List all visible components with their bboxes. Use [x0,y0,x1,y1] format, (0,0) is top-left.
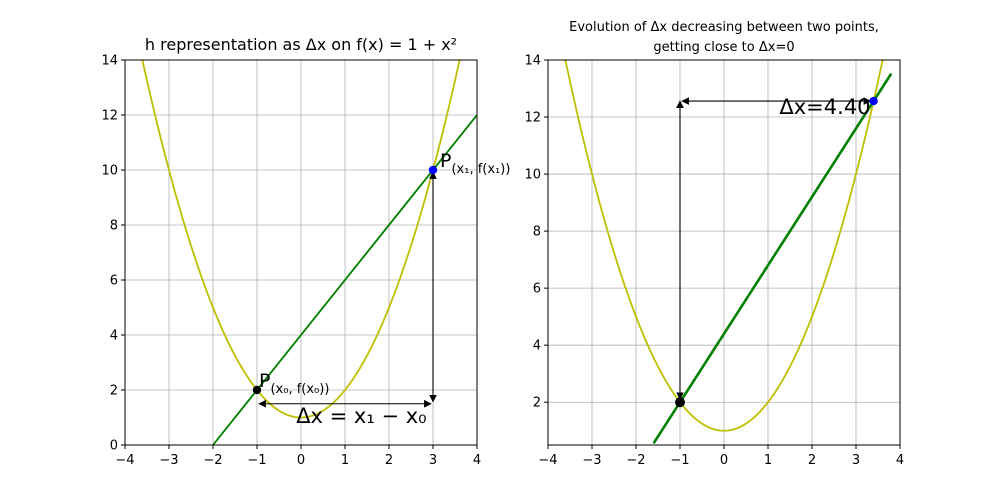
left-arrows [258,171,437,408]
y-tick-label: 8 [533,225,541,240]
x-tick-label: 0 [297,453,305,468]
right-arrows [676,97,872,400]
left-point-0-letter: P [259,370,270,392]
secant-line [652,72,893,444]
x-tick-label: 3 [429,453,437,468]
left-x-ticks: −4 −3 −2 −1 0 1 2 3 4 [115,445,481,468]
y-tick-label: 4 [533,339,541,354]
x-tick-label: 3 [852,453,860,468]
x-tick-label: 1 [764,453,772,468]
y-tick-label: 10 [101,164,118,179]
x-tick-label: 2 [385,453,393,468]
y-tick-label: 8 [110,219,118,234]
x-tick-label: −3 [582,453,601,468]
point-marker-0 [252,385,262,395]
x-tick-label: −2 [203,453,222,468]
y-tick-label: 6 [110,274,118,289]
y-tick-label: 14 [101,54,118,69]
x-tick-label: 1 [341,453,349,468]
right-x-ticks: −4 −3 −2 −1 0 1 2 3 4 [538,445,904,468]
left-point-0-subscript: (x₀, f(x₀)) [270,382,329,397]
x-tick-label: −3 [159,453,178,468]
left-chart-title: h representation as Δx on f(x) = 1 + x² [145,35,457,54]
left-y-ticks: 0 2 4 6 8 10 12 14 [101,54,125,454]
right-delta-x-annotation: Δx=4.40 [779,95,870,119]
x-tick-label: 0 [720,453,728,468]
y-tick-label: 0 [110,439,118,454]
left-point-1-letter: P [440,150,451,172]
left-point-0-label: P(x₀, f(x₀)) [259,370,329,397]
x-tick-label: 4 [473,453,481,468]
x-tick-label: −2 [626,453,645,468]
right-y-ticks: 2 4 6 8 10 12 14 [524,54,548,411]
y-tick-label: 4 [110,329,118,344]
x-tick-label: 4 [896,453,904,468]
x-tick-label: −1 [247,453,266,468]
x-tick-label: 2 [808,453,816,468]
right-curves [564,60,893,444]
parabola-curve [141,60,461,419]
left-delta-x-annotation: Δx = x₁ − x₀ [296,404,426,428]
point-marker-1 [869,96,878,106]
y-tick-label: 2 [533,396,541,411]
point-marker-1 [428,165,438,175]
y-tick-label: 6 [533,282,541,297]
y-tick-label: 10 [524,168,541,183]
right-chart-title: Evolution of Δx decreasing between two p… [569,20,879,35]
y-tick-label: 14 [524,54,541,69]
left-point-1-label: P(x₁, f(x₁)) [440,150,510,177]
x-tick-label: −4 [538,453,557,468]
right-chart-subtitle: getting close to Δx=0 [653,40,794,55]
right-points [675,96,878,408]
point-marker-0 [675,397,685,408]
left-point-1-subscript: (x₁, f(x₁)) [451,162,510,177]
left-points [252,165,438,395]
y-tick-label: 2 [110,384,118,399]
y-tick-label: 12 [101,109,118,124]
y-tick-label: 12 [524,111,541,126]
parabola-curve [564,60,884,432]
x-tick-label: −1 [670,453,689,468]
x-tick-label: −4 [115,453,134,468]
